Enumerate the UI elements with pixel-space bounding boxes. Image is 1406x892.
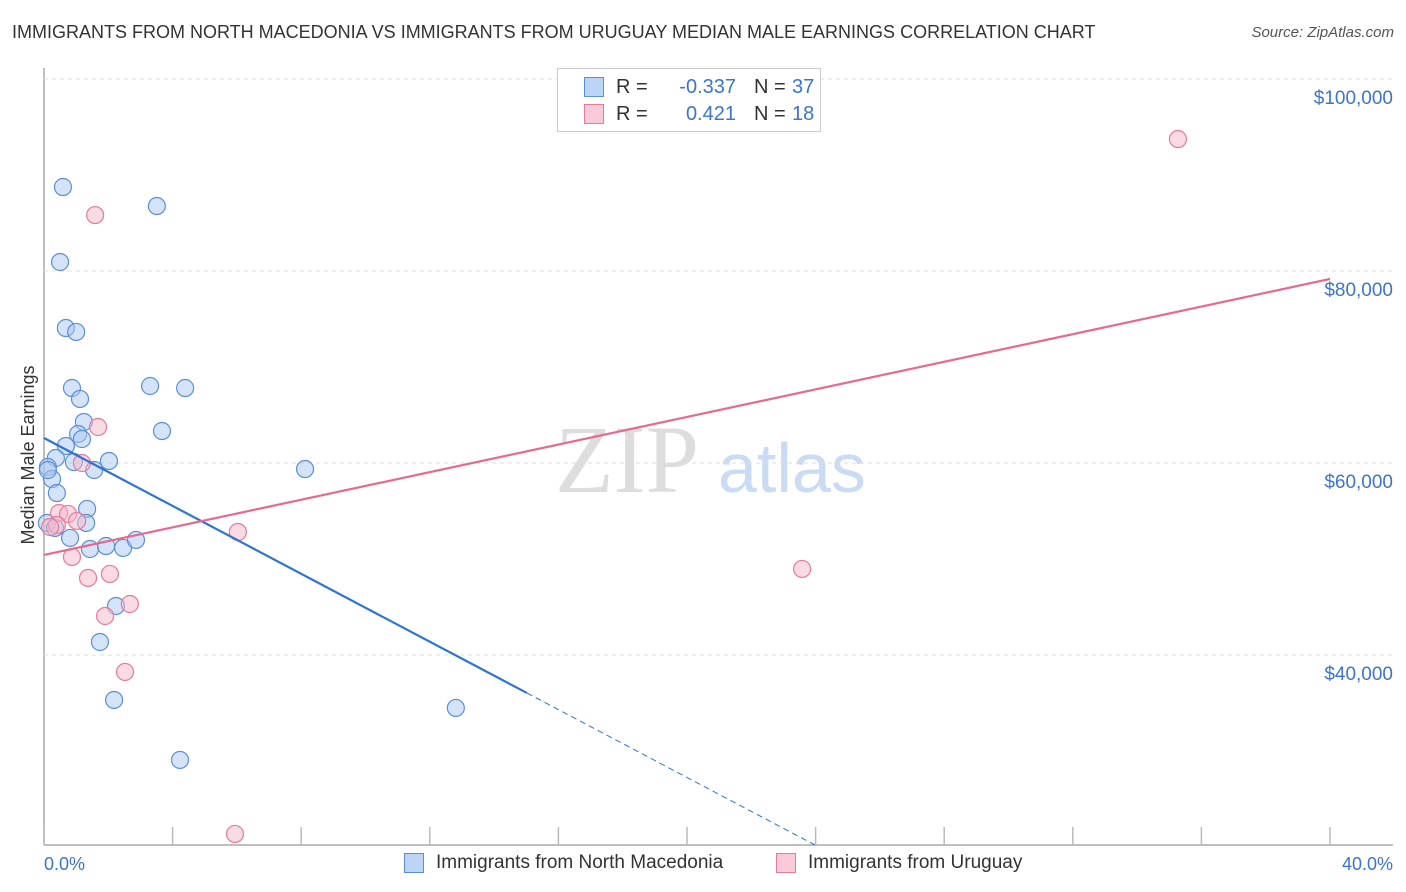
north-macedonia-point <box>50 252 70 272</box>
north-macedonia-point <box>147 196 166 216</box>
legend-swatch-pink <box>776 853 796 873</box>
uruguay-point <box>86 205 105 225</box>
north-macedonia-trend-extension <box>526 692 816 846</box>
watermark-atlas: atlas <box>718 429 866 507</box>
legend-swatch-blue <box>584 77 604 97</box>
uruguay-point <box>792 559 812 579</box>
uruguay-point <box>95 606 115 626</box>
uruguay-point <box>100 564 120 584</box>
uruguay-point <box>115 662 135 682</box>
bottom-legend-north-macedonia: Immigrants from North Macedonia <box>404 852 723 874</box>
north-macedonia-point <box>99 451 119 471</box>
source-label: Source: ZipAtlas.com <box>1251 24 1394 41</box>
north-macedonia-point <box>140 376 160 396</box>
x-tick-label-min: 0.0% <box>44 854 85 874</box>
n-value: 37 <box>792 75 815 98</box>
north-macedonia-point <box>53 177 73 197</box>
legend-label: Immigrants from North Macedonia <box>436 852 724 873</box>
r-value: -0.337 <box>679 75 736 98</box>
y-tick-label: $40,000 <box>1324 664 1393 685</box>
uruguay-point <box>41 517 60 537</box>
north-macedonia-point <box>72 429 92 449</box>
r-label: R = <box>616 75 648 98</box>
north-macedonia-point <box>47 483 66 503</box>
uruguay-point <box>120 594 139 614</box>
watermark-zip: ZIP <box>555 406 699 513</box>
y-axis-label: Median Male Earnings <box>18 365 38 544</box>
north-macedonia-point <box>38 460 57 480</box>
north-macedonia-point <box>176 378 195 398</box>
north-macedonia-point <box>70 389 90 409</box>
north-macedonia-trend-line <box>43 437 528 694</box>
y-tick-label: $60,000 <box>1324 472 1393 493</box>
n-label: N = <box>754 75 786 98</box>
north-macedonia-point <box>60 528 80 548</box>
chart-title: IMMIGRANTS FROM NORTH MACEDONIA VS IMMIG… <box>12 22 1096 42</box>
north-macedonia-point <box>90 632 110 652</box>
north-macedonia-point <box>295 459 315 479</box>
north-macedonia-point <box>446 698 465 718</box>
y-tick-label: $100,000 <box>1314 88 1393 109</box>
legend-label: Immigrants from Uruguay <box>808 852 1023 873</box>
north-macedonia-point <box>170 750 190 770</box>
uruguay-point <box>78 568 98 588</box>
legend-row-uruguay: R = 0.421 N = 18 <box>584 102 814 126</box>
legend-swatch-pink <box>584 104 604 124</box>
x-tick-label-max: 40.0% <box>1342 854 1393 874</box>
legend: R = -0.337 N = 37 R = 0.421 N = 18 <box>557 68 821 132</box>
r-value: 0.421 <box>685 102 736 125</box>
uruguay-point <box>1168 129 1188 149</box>
north-macedonia-point <box>67 322 86 342</box>
legend-swatch-blue <box>404 853 424 873</box>
bottom-legend-uruguay: Immigrants from Uruguay <box>776 852 1022 874</box>
n-value: 18 <box>792 102 815 125</box>
uruguay-point <box>88 417 108 437</box>
uruguay-point <box>225 824 245 844</box>
y-tick-label: $80,000 <box>1324 280 1393 301</box>
uruguay-point <box>68 511 87 531</box>
r-label: R = <box>616 102 648 125</box>
legend-row-north-macedonia: R = -0.337 N = 37 <box>584 75 814 99</box>
uruguay-trend-line <box>43 277 1331 557</box>
north-macedonia-point <box>104 690 124 710</box>
north-macedonia-point <box>152 421 172 441</box>
n-label: N = <box>754 102 786 125</box>
